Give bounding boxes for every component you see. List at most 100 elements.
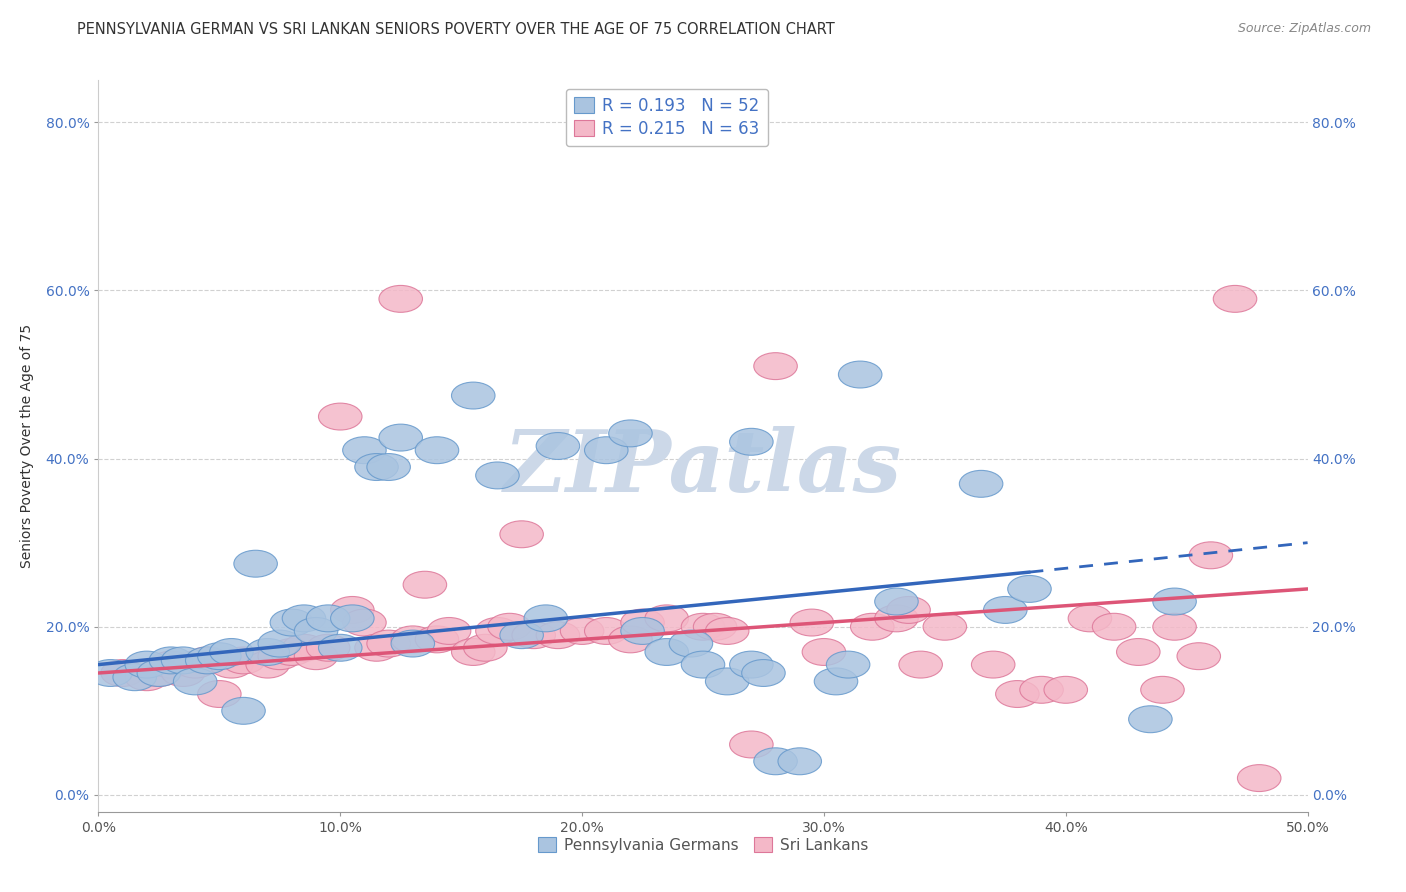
Ellipse shape bbox=[803, 639, 845, 665]
Ellipse shape bbox=[1177, 643, 1220, 670]
Ellipse shape bbox=[682, 614, 724, 640]
Ellipse shape bbox=[198, 643, 240, 670]
Ellipse shape bbox=[1189, 541, 1233, 569]
Ellipse shape bbox=[887, 597, 931, 624]
Ellipse shape bbox=[1069, 605, 1112, 632]
Ellipse shape bbox=[875, 605, 918, 632]
Ellipse shape bbox=[959, 470, 1002, 497]
Ellipse shape bbox=[149, 651, 193, 678]
Ellipse shape bbox=[391, 630, 434, 657]
Ellipse shape bbox=[464, 634, 508, 661]
Ellipse shape bbox=[1153, 614, 1197, 640]
Ellipse shape bbox=[730, 428, 773, 455]
Ellipse shape bbox=[778, 747, 821, 775]
Ellipse shape bbox=[621, 609, 664, 636]
Ellipse shape bbox=[330, 605, 374, 632]
Ellipse shape bbox=[246, 639, 290, 665]
Ellipse shape bbox=[233, 550, 277, 577]
Y-axis label: Seniors Poverty Over the Age of 75: Seniors Poverty Over the Age of 75 bbox=[21, 324, 34, 568]
Ellipse shape bbox=[693, 614, 737, 640]
Ellipse shape bbox=[1008, 575, 1052, 602]
Ellipse shape bbox=[1116, 639, 1160, 665]
Ellipse shape bbox=[209, 639, 253, 665]
Ellipse shape bbox=[706, 617, 749, 644]
Ellipse shape bbox=[149, 647, 193, 673]
Ellipse shape bbox=[380, 285, 422, 312]
Ellipse shape bbox=[209, 651, 253, 678]
Ellipse shape bbox=[415, 626, 458, 653]
Ellipse shape bbox=[330, 597, 374, 624]
Ellipse shape bbox=[89, 659, 132, 687]
Ellipse shape bbox=[814, 668, 858, 695]
Ellipse shape bbox=[536, 622, 579, 648]
Ellipse shape bbox=[536, 433, 579, 459]
Ellipse shape bbox=[307, 634, 350, 661]
Ellipse shape bbox=[475, 462, 519, 489]
Ellipse shape bbox=[512, 622, 555, 648]
Text: PENNSYLVANIA GERMAN VS SRI LANKAN SENIORS POVERTY OVER THE AGE OF 75 CORRELATION: PENNSYLVANIA GERMAN VS SRI LANKAN SENIOR… bbox=[77, 22, 835, 37]
Ellipse shape bbox=[827, 651, 870, 678]
Ellipse shape bbox=[609, 420, 652, 447]
Ellipse shape bbox=[754, 747, 797, 775]
Ellipse shape bbox=[112, 664, 156, 690]
Ellipse shape bbox=[246, 651, 290, 678]
Ellipse shape bbox=[609, 626, 652, 653]
Text: ZIPatlas: ZIPatlas bbox=[503, 426, 903, 509]
Ellipse shape bbox=[1092, 614, 1136, 640]
Ellipse shape bbox=[162, 647, 205, 673]
Ellipse shape bbox=[585, 617, 628, 644]
Ellipse shape bbox=[319, 634, 361, 661]
Ellipse shape bbox=[984, 597, 1026, 624]
Ellipse shape bbox=[972, 651, 1015, 678]
Ellipse shape bbox=[259, 643, 301, 670]
Ellipse shape bbox=[682, 651, 724, 678]
Ellipse shape bbox=[645, 605, 689, 632]
Legend: Pennsylvania Germans, Sri Lankans: Pennsylvania Germans, Sri Lankans bbox=[531, 831, 875, 859]
Ellipse shape bbox=[451, 382, 495, 409]
Ellipse shape bbox=[173, 651, 217, 678]
Ellipse shape bbox=[307, 605, 350, 632]
Ellipse shape bbox=[501, 622, 543, 648]
Ellipse shape bbox=[621, 617, 664, 644]
Ellipse shape bbox=[451, 639, 495, 665]
Ellipse shape bbox=[1129, 706, 1173, 732]
Ellipse shape bbox=[367, 630, 411, 657]
Ellipse shape bbox=[706, 668, 749, 695]
Ellipse shape bbox=[790, 609, 834, 636]
Ellipse shape bbox=[561, 617, 603, 644]
Ellipse shape bbox=[354, 453, 398, 481]
Ellipse shape bbox=[283, 605, 326, 632]
Text: Source: ZipAtlas.com: Source: ZipAtlas.com bbox=[1237, 22, 1371, 36]
Ellipse shape bbox=[645, 639, 689, 665]
Ellipse shape bbox=[838, 361, 882, 388]
Ellipse shape bbox=[198, 681, 240, 707]
Ellipse shape bbox=[138, 659, 180, 687]
Ellipse shape bbox=[173, 668, 217, 695]
Ellipse shape bbox=[415, 437, 458, 464]
Ellipse shape bbox=[1237, 764, 1281, 791]
Ellipse shape bbox=[354, 634, 398, 661]
Ellipse shape bbox=[343, 437, 387, 464]
Ellipse shape bbox=[367, 453, 411, 481]
Ellipse shape bbox=[294, 643, 337, 670]
Ellipse shape bbox=[851, 614, 894, 640]
Ellipse shape bbox=[186, 647, 229, 673]
Ellipse shape bbox=[742, 659, 785, 687]
Ellipse shape bbox=[319, 403, 361, 430]
Ellipse shape bbox=[404, 571, 447, 599]
Ellipse shape bbox=[488, 614, 531, 640]
Ellipse shape bbox=[138, 659, 180, 687]
Ellipse shape bbox=[1213, 285, 1257, 312]
Ellipse shape bbox=[294, 617, 337, 644]
Ellipse shape bbox=[259, 630, 301, 657]
Ellipse shape bbox=[101, 659, 145, 687]
Ellipse shape bbox=[898, 651, 942, 678]
Ellipse shape bbox=[283, 634, 326, 661]
Ellipse shape bbox=[125, 651, 169, 678]
Ellipse shape bbox=[730, 731, 773, 758]
Ellipse shape bbox=[125, 664, 169, 690]
Ellipse shape bbox=[875, 588, 918, 615]
Ellipse shape bbox=[585, 437, 628, 464]
Ellipse shape bbox=[924, 614, 966, 640]
Ellipse shape bbox=[222, 698, 266, 724]
